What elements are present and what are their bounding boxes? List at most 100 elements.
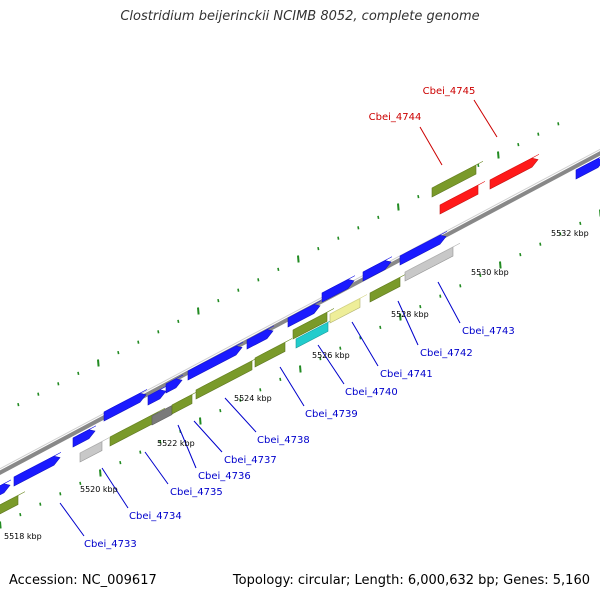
gene-top[interactable]	[321, 275, 356, 294]
gene-cbei-4744-red[interactable]	[439, 181, 486, 215]
gene-forward[interactable]	[575, 155, 600, 180]
gene-face[interactable]	[171, 394, 193, 415]
label-cbei-4738[interactable]: Cbei_4738	[257, 435, 310, 446]
leader-line	[317, 344, 345, 385]
minor-tick	[277, 267, 280, 272]
gene-forward[interactable]	[399, 231, 448, 266]
minor-tick	[377, 215, 380, 220]
label-cbei-4743[interactable]: Cbei_4743	[462, 326, 515, 337]
minor-tick	[217, 298, 220, 303]
minor-tick	[519, 252, 522, 257]
minor-tick	[317, 246, 320, 251]
lower-tick-row	[0, 209, 600, 529]
gene-forward[interactable]	[362, 256, 393, 282]
gene-top[interactable]	[109, 407, 166, 438]
scale-label: 5520 kbp	[80, 485, 118, 494]
scale-label: 5526 kbp	[312, 351, 350, 360]
gene-forward[interactable]	[72, 425, 97, 448]
gene-top[interactable]	[246, 325, 275, 341]
gene-face[interactable]	[329, 297, 361, 324]
minor-tick	[459, 284, 462, 288]
label-cbei-4733[interactable]: Cbei_4733	[84, 539, 137, 550]
gene-top[interactable]	[0, 491, 26, 508]
label-cbei-4734[interactable]: Cbei_4734	[129, 511, 182, 522]
gene-forward[interactable]	[165, 374, 184, 394]
gene-top[interactable]	[489, 154, 540, 181]
gene-top[interactable]	[399, 231, 448, 257]
minor-tick	[337, 236, 340, 240]
gene-forward[interactable]	[0, 479, 12, 499]
gene-top[interactable]	[79, 437, 110, 454]
gene-cbei-4744[interactable]	[431, 161, 484, 198]
gene-forward[interactable]	[246, 325, 275, 350]
gene-cbei-4737[interactable]	[171, 390, 200, 415]
gene-top[interactable]	[0, 479, 12, 490]
gene-cbei-4740[interactable]	[295, 318, 336, 349]
gene-top[interactable]	[362, 256, 393, 273]
label-cbei-4736[interactable]: Cbei_4736	[198, 471, 251, 482]
gene-face[interactable]	[489, 157, 539, 190]
gene-forward[interactable]	[287, 300, 322, 328]
gene-cbei-4741[interactable]	[329, 294, 368, 324]
gene-top[interactable]	[254, 338, 293, 359]
gene-forward[interactable]	[321, 275, 356, 303]
gene-reverse[interactable]	[292, 308, 335, 340]
leader-line	[224, 397, 257, 433]
minor-tick	[17, 402, 20, 407]
gene-top[interactable]	[165, 374, 184, 385]
major-tick	[99, 469, 102, 477]
gene-face[interactable]	[103, 392, 147, 422]
gene-forward[interactable]	[13, 452, 62, 487]
minor-tick	[119, 460, 122, 465]
label-cbei-4739[interactable]: Cbei_4739	[305, 409, 358, 420]
gene-cbei-4739[interactable]	[254, 338, 293, 368]
gene-face[interactable]	[0, 495, 19, 517]
gene-cbei-4743[interactable]	[404, 242, 461, 282]
gene-top[interactable]	[13, 452, 62, 478]
leader-line	[397, 300, 419, 346]
map-title: Clostridium beijerinckii NCIMB 8052, com…	[120, 9, 480, 24]
label-cbei-4745[interactable]: Cbei_4745	[423, 86, 476, 97]
label-cbei-4742[interactable]: Cbei_4742	[420, 348, 473, 359]
label-cbei-4735[interactable]: Cbei_4735	[170, 487, 223, 498]
label-cbei-4740[interactable]: Cbei_4740	[345, 387, 398, 398]
major-tick	[297, 255, 300, 263]
gene-top[interactable]	[187, 341, 244, 372]
gene-top[interactable]	[329, 294, 368, 315]
gene-top[interactable]	[292, 308, 335, 331]
label-cbei-4744[interactable]: Cbei_4744	[369, 112, 422, 123]
minor-tick	[37, 392, 40, 396]
gene-face[interactable]	[151, 405, 173, 426]
minor-tick	[77, 371, 80, 376]
gene-top[interactable]	[431, 161, 484, 189]
gene-forward[interactable]	[103, 389, 148, 422]
gene-face[interactable]	[362, 260, 392, 282]
gene-top[interactable]	[404, 242, 461, 273]
gene-top[interactable]	[287, 300, 322, 319]
gene-top[interactable]	[439, 181, 486, 206]
minor-tick	[257, 278, 260, 282]
gene-forward[interactable]	[187, 341, 244, 381]
scale-label: 5518 kbp	[4, 532, 42, 541]
gene-face[interactable]	[254, 341, 286, 368]
gene-top[interactable]	[575, 155, 600, 171]
label-cbei-4737[interactable]: Cbei_4737	[224, 455, 277, 466]
gene-face[interactable]	[369, 276, 401, 303]
gene-cbei-4745[interactable]	[489, 154, 540, 190]
gene-face[interactable]	[0, 483, 11, 499]
gene-top[interactable]	[103, 389, 148, 413]
gene-cbei-4742[interactable]	[369, 273, 408, 303]
gene-cbei-4734[interactable]	[79, 437, 110, 463]
gene-face[interactable]	[79, 441, 103, 463]
label-cbei-4741[interactable]: Cbei_4741	[380, 369, 433, 380]
minor-tick	[59, 492, 62, 496]
leader-line	[193, 420, 223, 453]
leader-line	[101, 467, 129, 509]
minor-tick	[439, 294, 442, 298]
gene-cbei-4733[interactable]	[0, 491, 26, 517]
minor-tick	[539, 242, 542, 246]
gene-face[interactable]	[109, 411, 159, 447]
major-tick	[499, 261, 502, 269]
gene-top[interactable]	[72, 425, 97, 439]
